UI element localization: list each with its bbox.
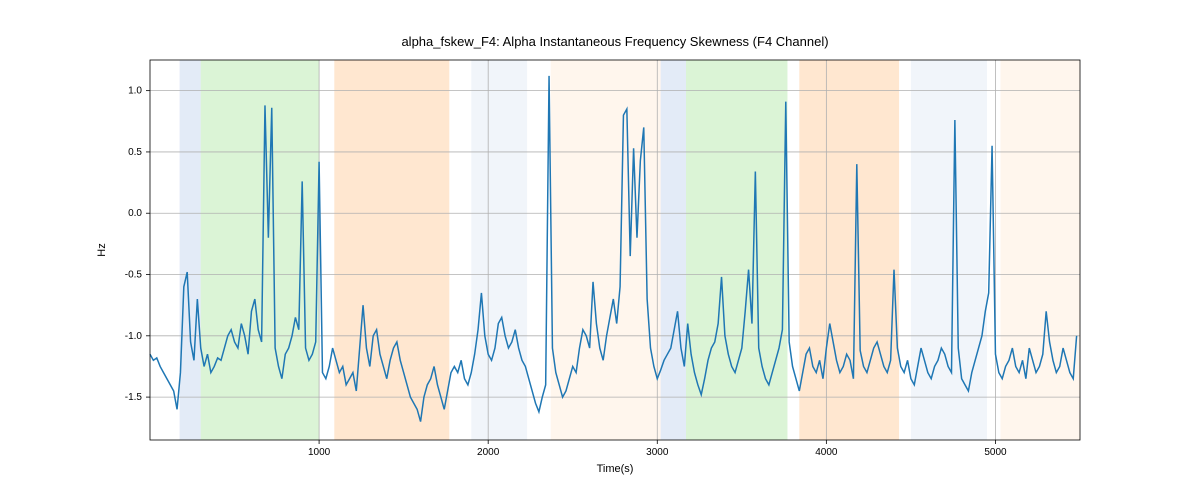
background-band bbox=[686, 60, 787, 440]
xtick-label: 4000 bbox=[815, 447, 838, 458]
ytick-label: 0.5 bbox=[128, 147, 142, 158]
x-axis-label: Time(s) bbox=[597, 463, 634, 475]
background-band bbox=[911, 60, 987, 440]
background-band bbox=[551, 60, 661, 440]
background-band bbox=[661, 60, 686, 440]
background-band bbox=[799, 60, 899, 440]
xtick-label: 3000 bbox=[646, 447, 669, 458]
ytick-label: 0.0 bbox=[128, 208, 142, 219]
background-band bbox=[471, 60, 527, 440]
chart-container: 1000 2000 3000 4000 5000 -1.5 -1.0 -0.5 0.0 0.5 1.… bbox=[0, 0, 1200, 500]
ytick-label: -1.5 bbox=[125, 392, 143, 403]
chart-title: alpha_fskew_F4: Alpha Instantaneous Freq… bbox=[401, 34, 828, 49]
xtick-label: 5000 bbox=[984, 447, 1007, 458]
y-axis-label: Hz bbox=[96, 243, 108, 256]
ytick-label: -0.5 bbox=[125, 270, 143, 281]
xtick-label: 1000 bbox=[308, 447, 331, 458]
background-band bbox=[1001, 60, 1080, 440]
ytick-label: -1.0 bbox=[125, 331, 143, 342]
line-chart: 1000 2000 3000 4000 5000 -1.5 -1.0 -0.5 0.0 0.5 1.… bbox=[0, 0, 1200, 500]
background-band bbox=[180, 60, 201, 440]
ytick-label: 1.0 bbox=[128, 86, 142, 97]
background-band bbox=[334, 60, 449, 440]
xtick-label: 2000 bbox=[477, 447, 500, 458]
